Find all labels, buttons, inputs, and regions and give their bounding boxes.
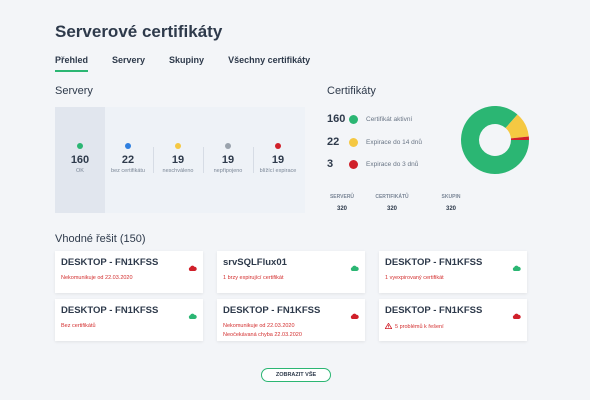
legend-label: Expirace do 3 dnů [366, 160, 419, 168]
issue-message-text: Nekomunikuje od 22.03.2020 [223, 323, 295, 329]
status-dot [225, 143, 231, 149]
server-name: DESKTOP - FN1KFSS [385, 305, 483, 316]
server-issue-card[interactable]: DESKTOP - FN1KFSS 1 vyexpirovaný certifik… [379, 251, 527, 293]
divider [203, 147, 204, 173]
issue-message: 1 brzy expirující certifikát [223, 275, 284, 281]
status-dot [275, 143, 281, 149]
servers-panel: 160 OK 22 bez certifikátu 19 neschváleno… [55, 107, 305, 213]
issue-message: Bez certifikátů [61, 323, 96, 329]
summary-value: 320 [386, 206, 397, 212]
donut-slice-2[interactable] [510, 136, 529, 140]
summary-value: 320 [336, 206, 347, 212]
divider [253, 147, 254, 173]
certificates-heading: Certifikáty [327, 85, 376, 97]
server-stat-not-connected[interactable]: 19 nepřipojeno [203, 143, 253, 174]
cloud-icon [188, 306, 197, 324]
tab-all-certificates[interactable]: Všechny certifikáty [228, 55, 311, 65]
legend-item-expiry-3[interactable]: 3 Expirace do 3 dnů [327, 158, 418, 170]
warning-icon [384, 322, 393, 331]
legend-item-active[interactable]: 160 Certifikát aktivní [327, 113, 412, 125]
donut-slice-0[interactable] [461, 105, 529, 174]
issue-message-text: Nekomunikuje od 22.03.2020 [61, 275, 133, 281]
server-stat-expiring[interactable]: 19 blížící expirace [253, 143, 303, 174]
tab-bar: Přehled Servery Skupiny Všechny certifik… [55, 55, 334, 72]
issue-message-text: Bez certifikátů [61, 323, 96, 329]
legend-item-expiry-14[interactable]: 22 Expirace do 14 dnů [327, 136, 422, 148]
summary-value: 320 [445, 206, 456, 212]
cloud-icon [188, 258, 197, 276]
legend-value: 3 [327, 158, 334, 170]
issue-message: 1 vyexpirovaný certifikát [385, 275, 444, 281]
summary-key: SKUPIN [441, 194, 461, 200]
server-stat-no-certificate[interactable]: 22 bez certifikátu [103, 143, 153, 174]
server-stat-not-approved[interactable]: 19 neschváleno [153, 143, 203, 174]
summary-servers: SERVERŮ 320 [322, 194, 362, 212]
server-issue-card[interactable]: DESKTOP - FN1KFSS Nekomunikuje od 22.03.2… [55, 251, 203, 293]
issue-message: 5 problémů k řešení [384, 322, 444, 331]
status-dot [77, 143, 83, 149]
tab-groups[interactable]: Skupiny [169, 55, 205, 65]
summary-groups: SKUPIN 320 [431, 194, 471, 212]
legend-dot [349, 137, 358, 147]
show-all-button[interactable]: ZOBRAZIT VŠE [261, 368, 331, 382]
stat-value: 19 [271, 154, 285, 166]
stat-value: 19 [221, 154, 235, 166]
stat-label: blížící expirace [259, 168, 297, 174]
summary-key: CERTIFIKÁTŮ [375, 194, 409, 200]
server-name: DESKTOP - FN1KFSS [61, 257, 159, 268]
issue-message: Nekomunikuje od 22.03.2020 [61, 275, 133, 281]
cloud-icon [350, 306, 359, 324]
issue-message-text: 1 vyexpirovaný certifikát [385, 275, 444, 281]
server-stat-ok[interactable]: 160 OK [55, 143, 105, 174]
server-name: srvSQLFlux01 [223, 257, 287, 268]
server-issue-card[interactable]: DESKTOP - FN1KFSS Nekomunikuje od 22.03.2… [217, 299, 365, 341]
cloud-icon [512, 258, 521, 276]
legend-value: 22 [327, 136, 340, 148]
server-name: DESKTOP - FN1KFSS [223, 305, 321, 316]
stat-value: 19 [171, 154, 185, 166]
summary-key: SERVERŮ [329, 194, 355, 200]
stat-label: nepřipojeno [213, 168, 243, 174]
issue-message: Neočekávaná chyba 22.03.2020 [223, 332, 302, 338]
issue-message-text: 5 problémů k řešení [395, 324, 444, 330]
stat-label: neschváleno [162, 168, 194, 174]
cloud-icon [512, 306, 521, 324]
legend-dot [349, 159, 358, 169]
issues-heading: Vhodné řešit (150) [55, 233, 146, 245]
stat-label: bez certifikátu [111, 168, 145, 174]
server-issue-card[interactable]: DESKTOP - FN1KFSS Bez certifikátů [55, 299, 203, 341]
divider [153, 147, 154, 173]
tab-overview[interactable]: Přehled [55, 55, 89, 72]
issue-message: Nekomunikuje od 22.03.2020 [223, 323, 295, 329]
summary-certificates: CERTIFIKÁTŮ 320 [372, 194, 412, 212]
status-dot [125, 143, 131, 149]
legend-label: Expirace do 14 dnů [366, 138, 423, 146]
legend-label: Certifikát aktivní [366, 115, 413, 123]
server-issue-card[interactable]: srvSQLFlux01 1 brzy expirující certifikát [217, 251, 365, 293]
legend-value: 160 [327, 113, 346, 125]
issue-message-text: 1 brzy expirující certifikát [223, 275, 284, 281]
status-dot [175, 143, 181, 149]
server-issue-card[interactable]: DESKTOP - FN1KFSS 5 problémů k řešení [379, 299, 527, 341]
certificates-donut-chart [461, 105, 529, 174]
tab-servers[interactable]: Servery [112, 55, 146, 65]
servers-heading: Servery [55, 85, 93, 97]
stat-value: 22 [121, 154, 135, 166]
servers-ok-highlight [55, 107, 105, 213]
donut-slice-1[interactable] [505, 114, 529, 139]
page-title: Serverové certifikáty [55, 22, 223, 41]
server-name: DESKTOP - FN1KFSS [385, 257, 483, 268]
cloud-icon [350, 258, 359, 276]
issue-message-text: Neočekávaná chyba 22.03.2020 [223, 332, 302, 338]
stat-label: OK [76, 168, 84, 174]
server-name: DESKTOP - FN1KFSS [61, 305, 159, 316]
stat-value: 160 [70, 154, 90, 166]
legend-dot [349, 114, 358, 124]
